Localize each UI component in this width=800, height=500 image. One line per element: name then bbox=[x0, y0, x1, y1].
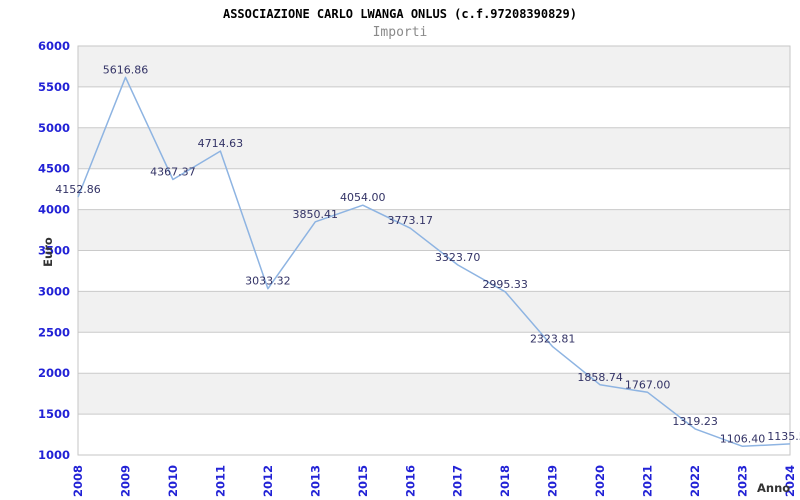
chart-title: ASSOCIAZIONE CARLO LWANGA ONLUS (c.f.972… bbox=[222, 7, 577, 21]
x-tick-label: 2013 bbox=[308, 465, 322, 497]
data-label: 1767.00 bbox=[625, 378, 671, 391]
y-tick-label: 3000 bbox=[38, 284, 70, 298]
x-tick-label: 2011 bbox=[213, 465, 227, 497]
data-label: 2323.81 bbox=[530, 333, 576, 346]
x-tick-label: 2023 bbox=[736, 465, 750, 497]
plot-band bbox=[78, 373, 790, 415]
x-tick-label: 2015 bbox=[356, 465, 370, 497]
data-label: 4714.63 bbox=[198, 137, 244, 150]
data-label: 3033.32 bbox=[245, 275, 291, 288]
y-tick-label: 1500 bbox=[38, 407, 70, 421]
data-label: 3323.70 bbox=[435, 251, 481, 264]
y-axis-title: Euro bbox=[41, 237, 55, 267]
y-tick-label: 3500 bbox=[38, 244, 70, 258]
x-axis-title: Anno bbox=[757, 481, 791, 495]
y-tick-label: 2500 bbox=[38, 325, 70, 339]
x-tick-label: 2024 bbox=[783, 465, 797, 497]
plot-band bbox=[78, 46, 790, 87]
x-tick-label: 2008 bbox=[71, 465, 85, 497]
x-tick-label: 2010 bbox=[166, 465, 180, 497]
data-label: 4152.86 bbox=[55, 183, 101, 196]
x-tick-label: 2016 bbox=[403, 465, 417, 497]
y-tick-label: 5500 bbox=[38, 80, 70, 94]
x-tick-label: 2019 bbox=[546, 465, 560, 497]
y-tick-label: 6000 bbox=[38, 39, 70, 53]
x-tick-label: 2012 bbox=[261, 465, 275, 497]
x-tick-label: 2009 bbox=[119, 465, 133, 497]
data-label: 3850.41 bbox=[293, 208, 339, 221]
y-tick-label: 4500 bbox=[38, 162, 70, 176]
plot-band bbox=[78, 209, 790, 251]
y-tick-label: 2000 bbox=[38, 366, 70, 380]
data-label: 3773.17 bbox=[388, 214, 434, 227]
x-tick-label: 2017 bbox=[451, 465, 465, 497]
data-label: 4367.37 bbox=[150, 166, 196, 179]
x-tick-label: 2021 bbox=[641, 465, 655, 497]
data-label: 2995.33 bbox=[482, 278, 528, 291]
x-tick-label: 2020 bbox=[593, 465, 607, 497]
plot-band bbox=[78, 127, 790, 169]
data-line bbox=[77, 76, 791, 448]
data-label: 5616.86 bbox=[103, 63, 149, 76]
plot-border bbox=[77, 45, 791, 456]
data-label: 1135.50 bbox=[767, 430, 800, 443]
data-label: 1106.40 bbox=[720, 432, 766, 445]
y-tick-label: 1000 bbox=[38, 448, 70, 462]
y-tick-label: 4000 bbox=[38, 203, 70, 217]
x-tick-label: 2018 bbox=[498, 465, 512, 497]
y-tick-label: 5000 bbox=[38, 121, 70, 135]
data-label: 1319.23 bbox=[672, 415, 718, 428]
x-tick-label: 2022 bbox=[688, 465, 702, 497]
plot-band bbox=[78, 291, 790, 333]
data-label: 4054.00 bbox=[340, 191, 386, 204]
data-label: 1858.74 bbox=[577, 371, 623, 384]
chart-subtitle: Importi bbox=[372, 25, 428, 40]
